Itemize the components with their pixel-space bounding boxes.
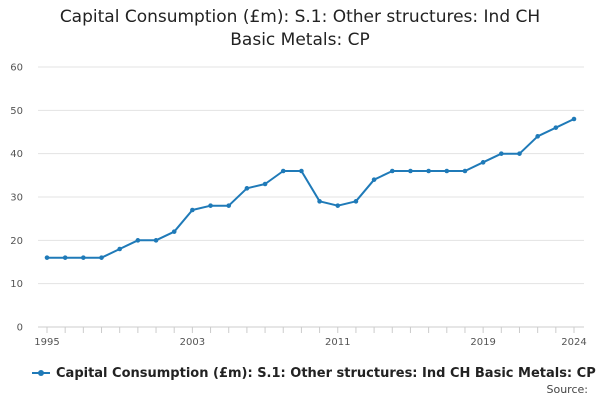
data-point <box>462 168 468 174</box>
series-line <box>47 118 575 259</box>
data-point <box>299 168 304 174</box>
data-point <box>499 151 504 156</box>
data-point <box>280 168 286 174</box>
y-tick-label: 30 <box>10 193 23 204</box>
data-point <box>44 255 50 260</box>
data-point <box>62 255 68 260</box>
data-point <box>480 160 486 165</box>
data-point <box>553 125 559 130</box>
data-point <box>335 203 341 208</box>
x-axis: 1995 2003 2011 2019 2024 <box>34 326 587 348</box>
data-point <box>535 134 540 139</box>
y-tick-label: 20 <box>10 236 23 247</box>
chart-title-line-2: Basic Metals: CP <box>230 30 370 50</box>
data-point <box>99 255 104 260</box>
data-point <box>408 168 413 174</box>
legend-label: Capital Consumption (£m): S.1: Other str… <box>56 365 596 381</box>
x-tick-label: 2011 <box>325 337 350 348</box>
gridlines <box>38 66 584 285</box>
data-point <box>226 203 232 208</box>
data-point <box>190 207 195 213</box>
y-tick-label: 60 <box>10 63 23 74</box>
y-tick-label: 40 <box>10 149 23 160</box>
data-point <box>389 168 395 174</box>
data-point <box>135 238 141 243</box>
data-point <box>81 255 86 260</box>
data-point <box>353 199 359 204</box>
data-point <box>153 238 159 243</box>
series-group <box>44 116 577 260</box>
data-point <box>117 246 122 252</box>
y-tick-label: 50 <box>10 106 23 117</box>
data-point <box>371 177 377 182</box>
y-tick-label: 10 <box>10 279 23 290</box>
source-label: Source: <box>546 383 589 396</box>
data-point <box>317 199 322 204</box>
chart-title-line-1: Capital Consumption (£m): S.1: Other str… <box>59 7 541 27</box>
data-point <box>571 116 577 122</box>
y-tick-label: 0 <box>17 323 23 334</box>
data-point <box>262 181 268 187</box>
data-point <box>171 229 177 234</box>
y-axis: 0 10 20 30 40 50 60 <box>10 63 23 334</box>
chart-title: Capital Consumption (£m): S.1: Other str… <box>0 6 600 52</box>
legend-swatch-icon <box>32 365 50 381</box>
data-point <box>244 186 250 191</box>
data-point <box>208 203 213 208</box>
x-tick-label: 2003 <box>180 337 205 348</box>
x-tick-label: 2024 <box>561 337 586 348</box>
x-tick-label: 1995 <box>34 337 59 348</box>
legend: Capital Consumption (£m): S.1: Other str… <box>32 365 596 381</box>
data-point <box>517 151 522 156</box>
x-tick-label: 2019 <box>470 337 495 348</box>
data-point <box>444 168 450 174</box>
data-point <box>426 168 431 174</box>
